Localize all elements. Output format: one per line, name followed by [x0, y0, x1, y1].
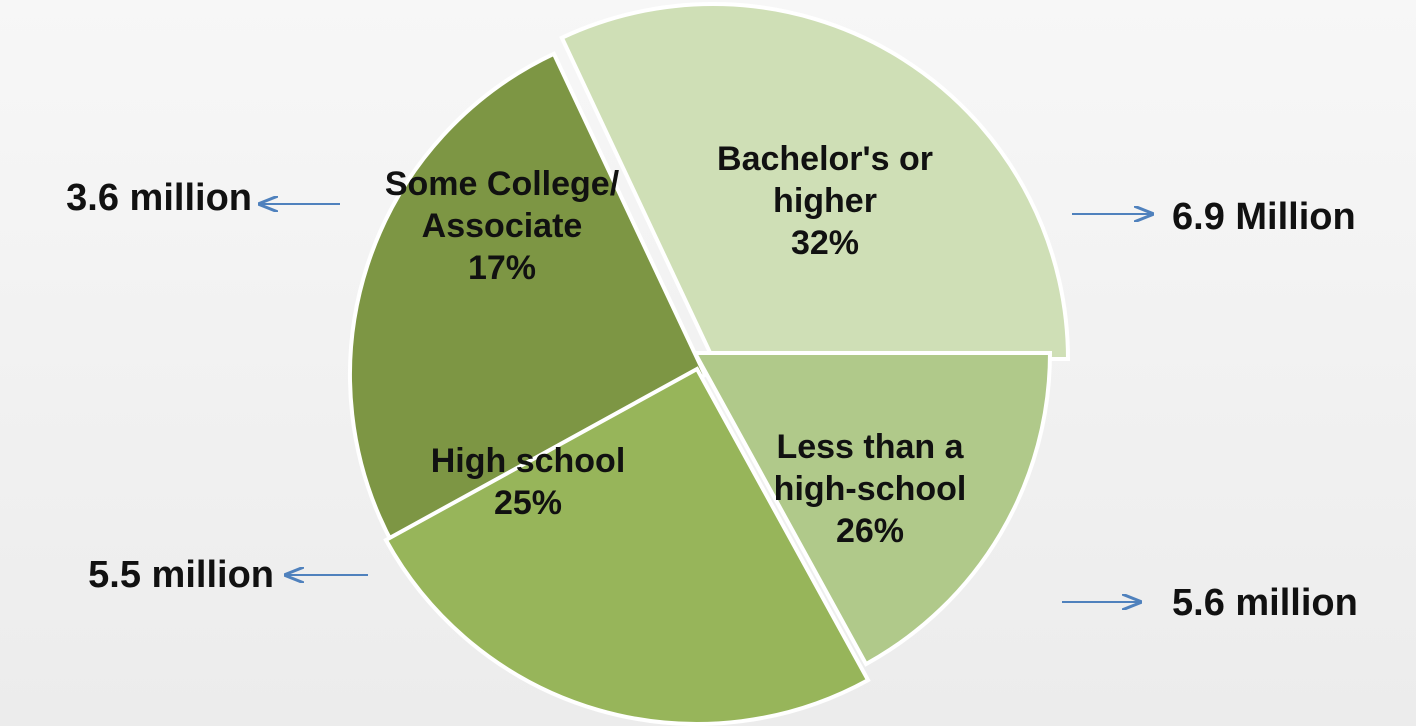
population-count-labels: 6.9 Million 5.6 million 5.5 million 3.6 mil… [66, 177, 1358, 624]
pie-slice-some-college-associate [691, 351, 1053, 667]
count-label-less-than-a-high-school: 5.6 million [1172, 582, 1358, 624]
slice-label-line: Some College/ [385, 165, 620, 203]
pie-slice-high-school [383, 366, 871, 726]
slice-label-line: 26% [836, 512, 904, 550]
count-label-high-school: 5.5 million [88, 554, 274, 596]
pie-slice-labels: Bachelor's or higher 32% Less than a high-sc… [385, 140, 966, 550]
slice-label-line: 25% [494, 484, 562, 522]
slice-label-line: Associate [422, 207, 583, 245]
slice-label-less-than-a-high-school: Less than a high-school 26% [774, 428, 967, 550]
pie-slice-bachelor-s-or-higher [559, 2, 1071, 361]
pie-slices [348, 2, 1071, 726]
count-arrows [260, 204, 1152, 602]
slice-label-line: higher [773, 182, 877, 220]
count-label-bachelor-s-or-higher: 6.9 Million [1172, 196, 1356, 238]
slice-label-line: 32% [791, 224, 859, 262]
slice-label-line: 17% [468, 249, 536, 287]
slice-label-line: Bachelor's or [717, 140, 933, 178]
slice-label-bachelor-s-or-higher: Bachelor's or higher 32% [717, 140, 933, 262]
slice-label-some-college-associate: Some College/Associate 17% [385, 165, 620, 287]
count-label-some-college-associate: 3.6 million [66, 177, 252, 219]
slice-label-line: Less than a [776, 428, 964, 466]
slice-label-line: high-school [774, 470, 967, 508]
slice-label-line: High school [431, 442, 626, 480]
slice-label-high-school: High school 25% [431, 442, 626, 522]
